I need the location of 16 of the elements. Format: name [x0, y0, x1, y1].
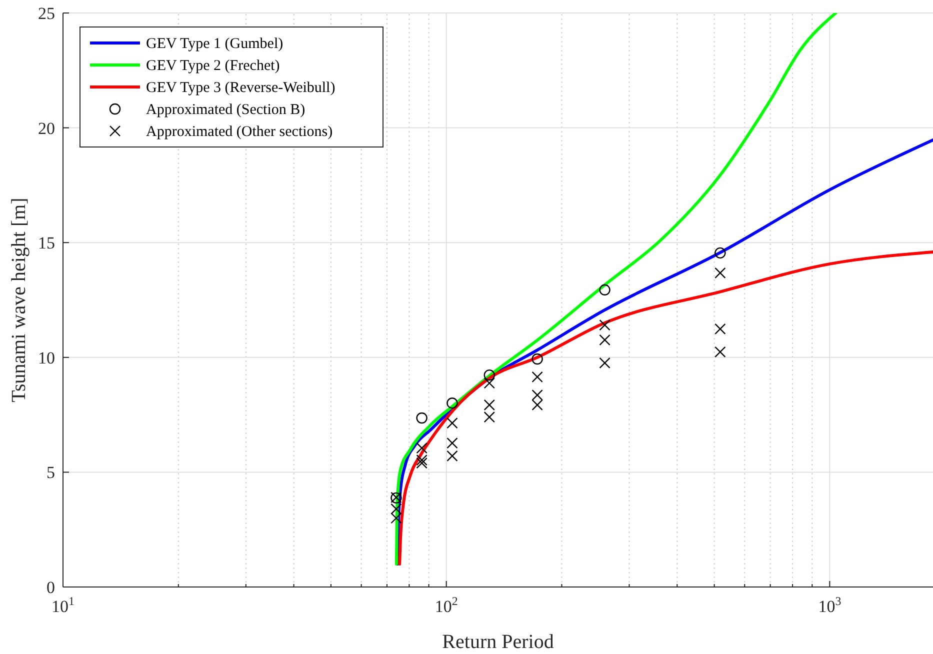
x-tick-label: 10$^{2}$ [434, 594, 458, 616]
y-tick-label: 10 [38, 348, 55, 368]
legend-label: Approximated (Section B) [146, 102, 306, 118]
legend-label: GEV Type 3 (Reverse-Weibull) [146, 80, 336, 96]
y-tick-label: 25 [38, 4, 55, 23]
legend-label: Approximated (Other sections) [146, 124, 333, 140]
x-tick-label: 10$^{1}$ [52, 594, 75, 616]
legend-label: GEV Type 2 (Frechet) [146, 58, 280, 74]
legend-label: GEV Type 1 (Gumbel) [146, 36, 284, 52]
y-tick-label: 20 [38, 118, 55, 138]
y-tick-label: 5 [46, 463, 55, 482]
y-tick-label: 0 [46, 578, 55, 597]
x-tick-label: 10$^{3}$ [818, 594, 842, 616]
y-tick-label: 15 [38, 234, 55, 253]
y-axis-title: Tsunami wave height [m] [8, 198, 30, 402]
x-axis-title: Return Period [442, 631, 554, 653]
